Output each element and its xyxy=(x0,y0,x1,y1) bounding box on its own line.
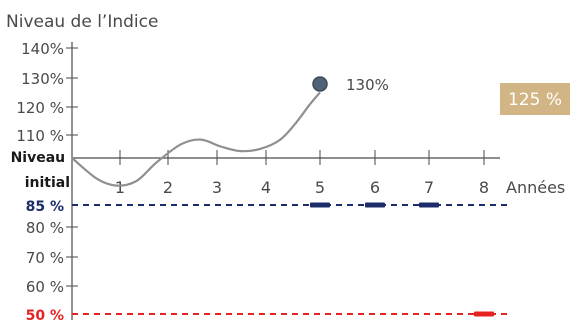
y-tick-label: 120 % xyxy=(16,99,64,117)
y-tick-label: 60 % xyxy=(26,278,64,296)
end-point-label: 130% xyxy=(346,76,389,94)
x-axis-label: Années xyxy=(506,178,565,197)
barrier-50-marker xyxy=(474,311,494,317)
y-tick-label: 130% xyxy=(21,70,64,88)
barrier-85-label: 85 % xyxy=(26,199,64,215)
y-tick-label: 80 % xyxy=(26,219,64,237)
chart-title: Niveau de l’Indice xyxy=(6,12,158,32)
y-tick-marks xyxy=(66,47,78,287)
y-tick-label: 70 % xyxy=(26,249,64,267)
y-tick-label: 140% xyxy=(21,40,64,58)
value-box: 125 % xyxy=(500,83,570,115)
barrier-85-marker xyxy=(310,202,330,208)
barrier-85 xyxy=(72,202,508,208)
value-box-label: 125 % xyxy=(508,90,562,110)
x-tick-label: 3 xyxy=(212,178,222,197)
y-tick-label: 110 % xyxy=(16,127,64,145)
barrier-50-label: 50 % xyxy=(26,308,64,324)
barrier-85-marker xyxy=(365,202,385,208)
x-tick-label: 7 xyxy=(424,178,434,197)
end-point-marker xyxy=(312,76,328,92)
barrier-85-marker xyxy=(419,202,439,208)
x-tick-label: 8 xyxy=(479,178,489,197)
x-tick-label: 2 xyxy=(163,178,173,197)
index-series-line xyxy=(71,91,321,187)
barrier-50 xyxy=(72,311,508,317)
x-tick-label: 1 xyxy=(115,178,125,197)
x-tick-label: 6 xyxy=(370,178,380,197)
x-tick-label: 4 xyxy=(261,178,271,197)
x-tick-label: 5 xyxy=(315,178,325,197)
initial-level-label: Niveau initial xyxy=(11,150,70,191)
